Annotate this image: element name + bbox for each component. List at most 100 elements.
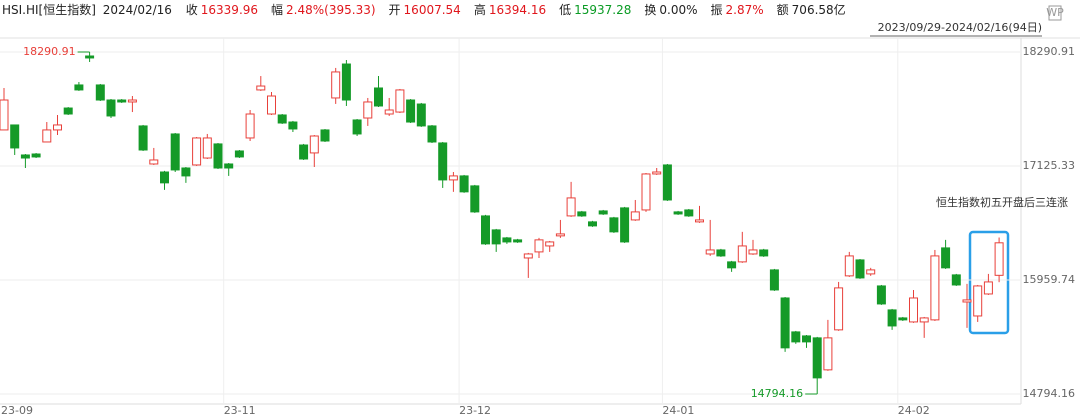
candle-body	[395, 89, 405, 113]
candle-body	[20, 154, 30, 159]
candle-body	[994, 242, 1004, 276]
date-range: 2023/09/29-2024/02/16(94日)	[878, 21, 1042, 34]
header-label: 收	[185, 3, 198, 17]
candle-body	[149, 159, 159, 165]
header-item: 换 0.00%	[644, 3, 700, 17]
min-label: 14794.16	[751, 387, 804, 400]
candle-body	[448, 175, 458, 181]
header-item: 高 16394.16	[474, 3, 549, 17]
candle-body	[438, 142, 448, 181]
header-label: 振	[710, 3, 723, 17]
candle-body	[823, 337, 833, 371]
header-value: 2.48%(395.33)	[286, 3, 376, 17]
candle-body	[416, 103, 426, 127]
candle-body	[866, 269, 876, 275]
icon[interactable]	[1048, 5, 1062, 21]
candle-body	[74, 84, 84, 91]
y-tick-label: 15959.74	[1023, 273, 1076, 286]
candle-body	[973, 285, 983, 317]
symbol: HSI.HI[恒生指数]	[2, 3, 96, 17]
header-item: 幅 2.48%(395.33)	[271, 3, 379, 17]
candle-body	[10, 124, 20, 149]
candle-body	[716, 249, 726, 257]
candle-body	[855, 259, 865, 279]
y-tick-label: 18290.91	[1023, 45, 1076, 58]
candle-body	[502, 237, 512, 243]
x-tick-label: 23-11	[224, 404, 256, 417]
candle-body	[288, 121, 298, 130]
candle-body	[224, 163, 234, 169]
annotation: 恒生指数初五开盘后三连涨	[936, 195, 1068, 209]
candle-body	[117, 99, 127, 103]
candle-body	[53, 124, 62, 131]
candle-body	[352, 119, 362, 135]
candle-body	[363, 101, 373, 119]
icon-text: WP	[1046, 6, 1064, 19]
candle-body	[534, 239, 544, 253]
candle-body	[481, 215, 490, 245]
x-tick-label: 23-09	[1, 404, 33, 417]
candle-body	[256, 85, 266, 91]
candle-body	[609, 217, 619, 233]
header-value: 0.00%	[659, 3, 698, 17]
candle-body	[641, 173, 651, 211]
header-label: 换	[644, 3, 657, 17]
candle-body	[566, 197, 576, 217]
candle-body	[876, 285, 886, 305]
candle-body	[598, 210, 608, 215]
y-tick-label: 17125.33	[1023, 159, 1076, 172]
candle-body	[181, 167, 191, 177]
candle-body	[705, 249, 715, 255]
candle-body	[780, 297, 790, 349]
candle-body	[406, 99, 416, 123]
candle-body	[523, 253, 533, 259]
candle-body	[887, 309, 897, 327]
candle-body	[42, 129, 52, 143]
candle-body	[930, 255, 940, 321]
max-label: 18290.91	[23, 45, 76, 58]
header-value: 706.58亿	[791, 3, 846, 17]
candle-body	[555, 233, 565, 237]
candle-body	[95, 84, 105, 101]
candle-body	[652, 171, 662, 175]
candle-body	[941, 247, 951, 269]
candle-body	[127, 99, 137, 103]
x-tick-label: 23-12	[459, 404, 491, 417]
header-item: 开 16007.54	[389, 3, 464, 17]
highlight-box	[968, 230, 1010, 335]
candle-body	[470, 185, 480, 213]
header-value: 16394.16	[488, 3, 547, 17]
candle-body	[267, 95, 276, 115]
candle-body	[513, 239, 523, 243]
candle-body	[234, 150, 244, 158]
candle-body	[0, 99, 9, 131]
candle-body	[834, 287, 844, 331]
header-value: 15937.28	[574, 3, 632, 17]
candle-body	[85, 55, 95, 59]
candle-body	[620, 207, 630, 243]
candle-body	[802, 335, 811, 343]
candle-body	[63, 107, 73, 115]
candle-body	[737, 245, 747, 263]
candle-body	[374, 87, 383, 107]
candle-body	[577, 211, 587, 217]
header-value: 16007.54	[403, 3, 461, 17]
header-item: 低 15937.28	[559, 3, 634, 17]
candle-body	[844, 255, 854, 277]
candle-body	[459, 175, 469, 193]
header-label: 额	[776, 3, 789, 17]
date: 2024/02/16	[102, 3, 172, 17]
header-item: 振 2.87%	[711, 3, 767, 17]
candle-body	[320, 129, 330, 142]
candle-body	[983, 281, 993, 295]
candle-body	[213, 143, 223, 169]
candle-body	[759, 249, 769, 257]
candle-body	[384, 109, 394, 115]
header: HSI.HI[恒生指数] 2024/02/16 收 16339.96 幅 2.48%(…	[2, 1, 859, 18]
header-label: 幅	[271, 3, 284, 17]
candle-body	[769, 269, 779, 291]
candle-body	[962, 299, 972, 303]
candle-body	[170, 133, 180, 171]
